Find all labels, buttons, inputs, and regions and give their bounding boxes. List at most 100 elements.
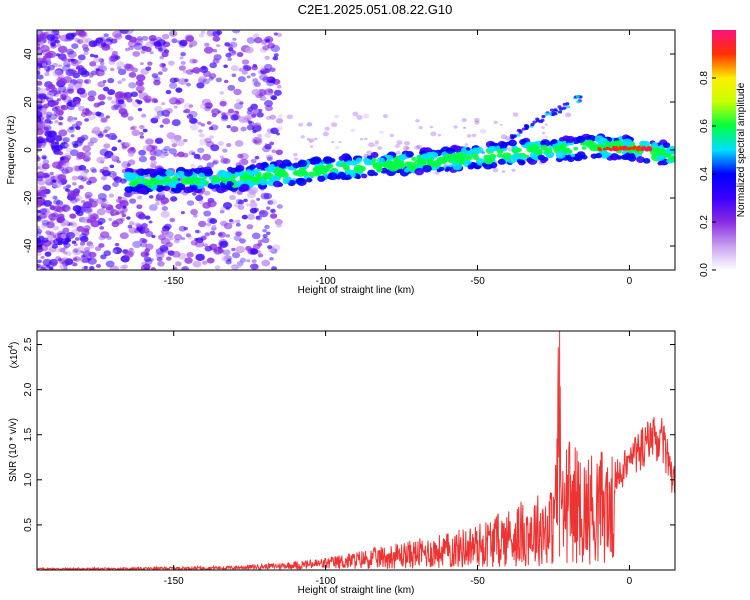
spectrogram-cell [58, 121, 63, 126]
spectrogram-cell [41, 142, 47, 146]
spectrogram-cell [165, 169, 174, 177]
spectrogram-cell [445, 147, 455, 154]
spectrogram-cell [165, 241, 173, 248]
spectrogram-cell [430, 131, 437, 137]
spectrogram-cell [379, 130, 384, 134]
spectrogram-cell [57, 85, 67, 93]
spectrogram-cell [474, 120, 480, 125]
snr-scale-label: (x104) [8, 342, 20, 369]
spectrogram-cell [255, 215, 261, 220]
spectrogram-cell [530, 122, 535, 127]
spectrogram-cell [234, 166, 243, 173]
spectrogram-cell [508, 139, 517, 147]
spectrogram-cell [188, 117, 197, 124]
spectrogram-cell [532, 120, 537, 124]
spectrogram-cell [37, 57, 44, 64]
spectrogram-cell [170, 196, 178, 202]
spectrogram-cell [37, 136, 44, 144]
spectrogram-cell [296, 178, 307, 186]
spectrogram-cell [239, 183, 250, 192]
spectrogram-cell [237, 199, 245, 205]
spectrogram-cell [246, 259, 251, 263]
spectrogram-cell [212, 58, 220, 64]
spectrogram-cell [100, 117, 108, 123]
spectrogram-cell [138, 90, 143, 94]
spectrogram-cell [82, 203, 90, 209]
spectrogram-cell [411, 156, 417, 161]
spectrogram-cell [161, 67, 168, 72]
spectrogram-cell [206, 121, 212, 125]
spectrogram-cell [48, 266, 54, 270]
spectrogram-cell [253, 81, 261, 88]
spectrogram-cell [37, 209, 41, 214]
spectrogram-cell [403, 145, 410, 151]
spectrogram-cell [235, 231, 242, 237]
spectrogram-cell [251, 65, 258, 71]
spectrogram-cell [249, 201, 258, 209]
spectrogram-cell [53, 238, 63, 246]
spectrogram-cell [226, 143, 232, 148]
spectrogram-cell [55, 90, 61, 95]
spectrogram-cell [576, 135, 586, 143]
spectrogram-cell [216, 30, 223, 35]
spectrogram-cell [97, 65, 107, 73]
spectrogram-cell [128, 71, 137, 78]
spectrogram-cell [198, 220, 207, 228]
spectrogram-cell [59, 247, 66, 253]
spectrogram-cell [190, 123, 199, 131]
spectrogram-cell [269, 141, 275, 146]
spectrogram-cell [161, 228, 170, 236]
spectrogram-cell [97, 112, 105, 118]
spectrogram-cell [352, 111, 359, 117]
spectrogram-cell [37, 80, 43, 86]
spectrogram-cell [211, 108, 220, 116]
spectrogram-cell [89, 137, 98, 144]
spectrogram-cell [46, 91, 55, 99]
spectrogram-cell [130, 126, 135, 131]
spectrogram-cell [559, 137, 565, 142]
spectrogram-cell [207, 217, 215, 224]
spectrogram-cell [276, 222, 282, 228]
spectrogram-cell [217, 231, 227, 238]
spectrogram-cell [553, 112, 558, 116]
spectrogram-cell [292, 162, 301, 169]
spectrogram-cell [145, 243, 154, 250]
spectrogram-cell [222, 201, 233, 210]
spectrogram-cell [246, 37, 256, 44]
spectrogram-cell [229, 219, 234, 223]
spectrogram-cell [76, 78, 84, 84]
spectrogram-cell [126, 163, 131, 167]
spectrogram-cell [163, 176, 172, 183]
spectrogram-cell [102, 166, 109, 172]
spectrogram-cell [72, 143, 79, 148]
spectrogram-cell [198, 129, 203, 133]
spectrogram-cell [44, 126, 49, 131]
spectrogram-cell [110, 134, 118, 141]
spectrogram-cell [210, 124, 219, 131]
spectrogram-cell [87, 95, 96, 102]
spectrogram-cell [265, 154, 273, 160]
spectrogram-cell [43, 199, 53, 207]
spectrogram-cell [300, 135, 305, 139]
spectrogram-cell [206, 257, 215, 264]
spectrogram-cell [259, 73, 268, 81]
spectrogram-cell [37, 98, 42, 105]
spectrogram-cell [260, 39, 268, 45]
spectrogram-cell [261, 259, 271, 267]
spectrogram-cell [581, 154, 588, 160]
spectrogram-cell [87, 257, 97, 265]
spectrogram-cell [276, 204, 283, 209]
spectrogram-cell [250, 158, 257, 164]
spectrogram-cell [155, 251, 165, 259]
spectrogram-cell [119, 30, 129, 35]
spectrogram-cell [53, 232, 62, 240]
spectrogram-cell [269, 114, 277, 120]
spectrogram-cell [109, 265, 120, 270]
spectrogram-cell [76, 87, 85, 94]
spectrogram-cell [228, 108, 235, 114]
spectrogram-cell [395, 150, 401, 155]
spectrogram-cell [356, 114, 363, 120]
spectrogram-cell [118, 107, 128, 115]
spectrogram-cell [156, 256, 163, 262]
spectrogram-cell [473, 117, 480, 123]
